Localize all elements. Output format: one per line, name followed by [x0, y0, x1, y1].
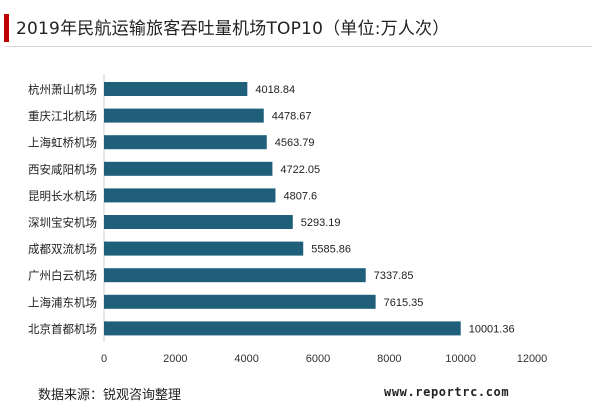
- category-label: 西安咸阳机场: [28, 162, 97, 176]
- x-tick-label: 12000: [517, 353, 548, 365]
- bar-chart: 杭州萧山机场 4018.84 重庆江北机场 4478.67 上海虹桥机场 4563.79 西…: [28, 74, 548, 365]
- x-tick-label: 8000: [377, 353, 401, 365]
- category-label: 广州白云机场: [28, 269, 97, 283]
- category-label: 深圳宝安机场: [28, 216, 97, 230]
- bar: [104, 108, 264, 123]
- bar: [104, 215, 293, 229]
- data-source-note: 数据来源：锐观咨询整理: [38, 388, 182, 403]
- data-label: 7615.35: [384, 297, 424, 309]
- category-label: 北京首都机场: [28, 322, 97, 336]
- x-tick-label: 4000: [234, 353, 258, 365]
- x-tick-label: 2000: [163, 353, 187, 365]
- data-label: 5585.86: [311, 244, 351, 256]
- category-label: 昆明长水机场: [28, 189, 97, 203]
- bar: [104, 321, 461, 336]
- data-label: 4807.6: [283, 190, 317, 202]
- category-label: 成都双流机场: [28, 242, 97, 256]
- title-accent-bar: [4, 14, 9, 42]
- data-label: 5293.19: [301, 217, 341, 229]
- category-label: 上海虹桥机场: [28, 136, 97, 150]
- data-label: 4018.84: [255, 84, 295, 96]
- data-label: 7337.85: [374, 270, 414, 282]
- bar: [104, 135, 267, 150]
- bar: [104, 268, 366, 283]
- category-label: 重庆江北机场: [28, 109, 97, 123]
- bar: [104, 161, 273, 176]
- bar: [104, 82, 248, 96]
- x-tick-label: 0: [101, 353, 107, 365]
- bar: [104, 188, 276, 203]
- bar: [104, 241, 304, 256]
- category-label: 杭州萧山机场: [28, 83, 97, 97]
- x-tick-label: 10000: [445, 353, 476, 365]
- bar: [104, 294, 376, 309]
- x-tick-label: 6000: [306, 353, 330, 365]
- data-label: 10001.36: [469, 323, 515, 335]
- title-divider: [6, 46, 592, 47]
- category-label: 上海浦东机场: [28, 295, 97, 309]
- website-url: www.reportrc.com: [384, 385, 510, 399]
- data-label: 4478.67: [272, 111, 312, 123]
- data-label: 4722.05: [280, 164, 320, 176]
- chart-title: 2019年民航运输旅客吞吐量机场TOP10（单位:万人次）: [16, 19, 450, 39]
- data-label: 4563.79: [275, 137, 315, 149]
